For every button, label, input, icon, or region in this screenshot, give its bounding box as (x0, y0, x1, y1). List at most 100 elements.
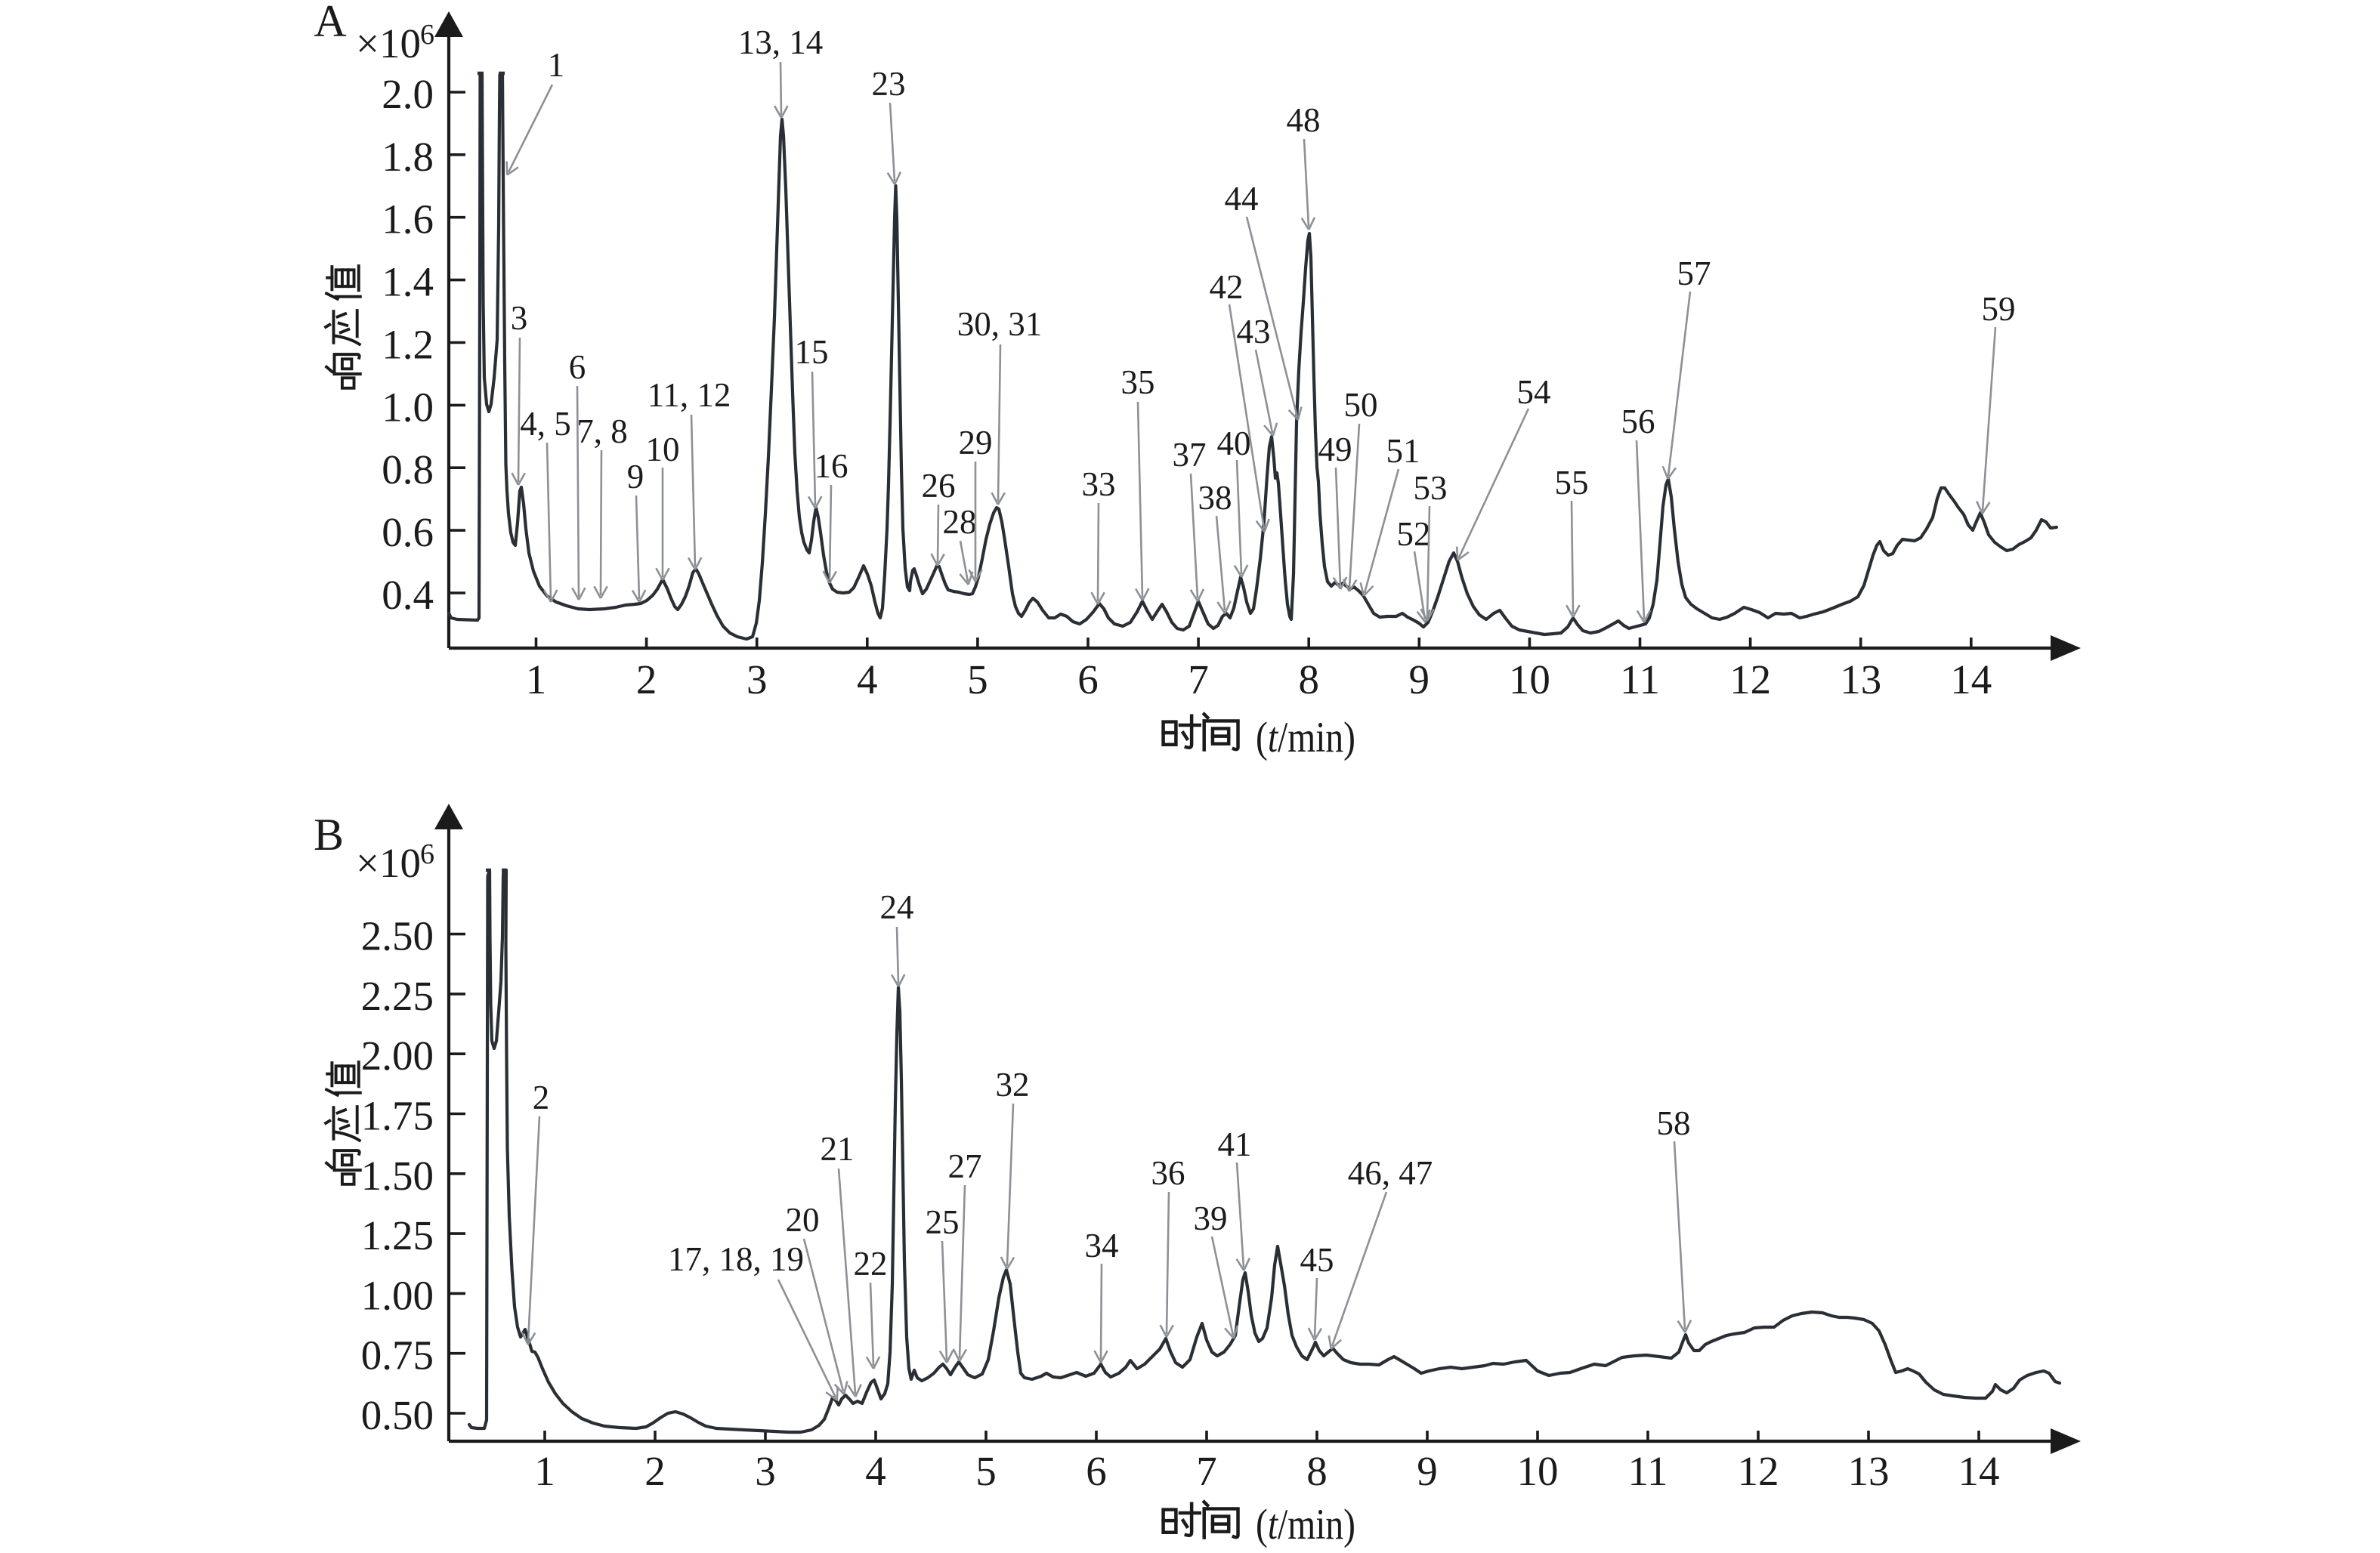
svg-text:8: 8 (1306, 1448, 1328, 1494)
svg-text:1.8: 1.8 (382, 134, 434, 180)
svg-text:2.50: 2.50 (361, 913, 434, 959)
svg-text:(t/min): (t/min) (1256, 714, 1355, 761)
svg-text:6: 6 (1077, 656, 1099, 702)
svg-text:6: 6 (420, 19, 434, 51)
svg-text:4, 5: 4, 5 (520, 405, 571, 443)
svg-text:51: 51 (1386, 432, 1420, 470)
svg-text:14: 14 (1950, 656, 1992, 702)
svg-text:39: 39 (1194, 1199, 1228, 1237)
svg-text:57: 57 (1677, 255, 1711, 292)
svg-text:13: 13 (1840, 656, 1881, 702)
svg-text:6: 6 (420, 838, 434, 870)
svg-text:2.0: 2.0 (382, 71, 434, 117)
svg-text:42: 42 (1210, 268, 1244, 306)
svg-text:1.6: 1.6 (382, 196, 434, 242)
svg-text:7, 8: 7, 8 (576, 412, 628, 450)
svg-text:33: 33 (1082, 465, 1116, 503)
svg-text:48: 48 (1287, 101, 1321, 139)
svg-text:56: 56 (1621, 403, 1655, 440)
svg-text:37: 37 (1173, 436, 1207, 474)
svg-text:50: 50 (1344, 386, 1378, 424)
svg-text:0.50: 0.50 (361, 1392, 434, 1438)
svg-text:×10: ×10 (356, 20, 421, 66)
svg-text:11: 11 (1620, 656, 1660, 702)
svg-text:7: 7 (1196, 1448, 1217, 1494)
svg-text:21: 21 (821, 1130, 855, 1168)
svg-text:34: 34 (1085, 1227, 1119, 1264)
svg-text:0.8: 0.8 (382, 446, 434, 492)
svg-text:28: 28 (943, 503, 977, 541)
svg-text:2: 2 (533, 1079, 550, 1116)
svg-text:38: 38 (1198, 479, 1232, 517)
svg-text:46, 47: 46, 47 (1348, 1154, 1433, 1192)
svg-text:2: 2 (636, 656, 657, 702)
svg-text:43: 43 (1237, 313, 1271, 350)
svg-text:2.00: 2.00 (361, 1033, 434, 1079)
svg-text:3: 3 (511, 299, 528, 337)
svg-text:7: 7 (1188, 656, 1209, 702)
svg-text:41: 41 (1218, 1125, 1252, 1163)
svg-text:3: 3 (755, 1448, 776, 1494)
svg-text:53: 53 (1414, 469, 1448, 507)
svg-text:2.25: 2.25 (361, 973, 434, 1019)
svg-text:59: 59 (1982, 290, 2016, 328)
svg-text:27: 27 (948, 1147, 982, 1185)
svg-text:22: 22 (854, 1245, 888, 1283)
svg-text:1.75: 1.75 (361, 1093, 434, 1139)
svg-text:9: 9 (627, 458, 644, 496)
svg-text:14: 14 (1958, 1448, 2000, 1494)
svg-text:1: 1 (534, 1448, 555, 1494)
svg-text:9: 9 (1409, 656, 1430, 702)
svg-text:4: 4 (857, 656, 878, 702)
svg-text:6: 6 (569, 348, 586, 386)
svg-text:58: 58 (1657, 1104, 1691, 1142)
svg-text:1.50: 1.50 (361, 1153, 434, 1199)
svg-text:26: 26 (922, 467, 956, 505)
svg-text:44: 44 (1225, 180, 1259, 218)
svg-text:36: 36 (1151, 1154, 1185, 1192)
svg-text:30, 31: 30, 31 (957, 305, 1043, 343)
svg-text:10: 10 (1517, 1448, 1559, 1494)
svg-text:10: 10 (646, 431, 680, 468)
svg-text:4: 4 (865, 1448, 886, 1494)
svg-text:32: 32 (996, 1066, 1030, 1104)
svg-text:25: 25 (926, 1203, 960, 1241)
svg-text:10: 10 (1509, 656, 1550, 702)
svg-text:52: 52 (1397, 515, 1431, 553)
svg-text:13, 14: 13, 14 (738, 23, 824, 61)
svg-text:24: 24 (880, 888, 914, 926)
svg-text:1.2: 1.2 (382, 322, 434, 368)
svg-text:49: 49 (1318, 431, 1352, 468)
svg-text:0.6: 0.6 (382, 509, 434, 555)
svg-text:B: B (314, 810, 344, 860)
svg-text:54: 54 (1517, 373, 1551, 411)
svg-text:×10: ×10 (356, 840, 421, 886)
svg-text:15: 15 (795, 333, 829, 371)
svg-text:12: 12 (1738, 1448, 1779, 1494)
svg-text:5: 5 (967, 656, 988, 702)
svg-text:5: 5 (975, 1448, 997, 1494)
svg-text:1.0: 1.0 (382, 384, 434, 430)
svg-text:1.25: 1.25 (361, 1212, 434, 1258)
svg-text:16: 16 (814, 447, 848, 485)
svg-text:11: 11 (1628, 1448, 1668, 1494)
svg-text:2: 2 (644, 1448, 666, 1494)
svg-text:55: 55 (1555, 464, 1589, 502)
svg-text:9: 9 (1417, 1448, 1438, 1494)
svg-text:23: 23 (872, 65, 906, 103)
svg-text:35: 35 (1121, 363, 1155, 401)
svg-text:1: 1 (548, 46, 565, 84)
svg-text:1.00: 1.00 (361, 1272, 434, 1318)
svg-text:12: 12 (1729, 656, 1771, 702)
svg-text:29: 29 (959, 424, 993, 462)
svg-text:8: 8 (1298, 656, 1319, 702)
svg-text:13: 13 (1848, 1448, 1890, 1494)
svg-text:A: A (314, 0, 346, 46)
svg-text:1: 1 (526, 656, 547, 702)
svg-text:3: 3 (746, 656, 768, 702)
svg-text:0.4: 0.4 (382, 572, 434, 618)
svg-text:17, 18, 19: 17, 18, 19 (668, 1240, 804, 1278)
svg-text:6: 6 (1086, 1448, 1107, 1494)
svg-text:45: 45 (1300, 1241, 1334, 1279)
svg-text:0.75: 0.75 (361, 1332, 434, 1379)
